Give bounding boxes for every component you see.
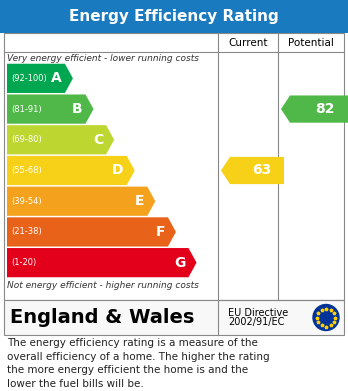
- Text: F: F: [156, 225, 165, 239]
- Text: Very energy efficient - lower running costs: Very energy efficient - lower running co…: [7, 54, 199, 63]
- Polygon shape: [7, 64, 73, 93]
- Text: Potential: Potential: [288, 38, 334, 47]
- Text: 2002/91/EC: 2002/91/EC: [228, 317, 284, 328]
- Text: The energy efficiency rating is a measure of the
overall efficiency of a home. T: The energy efficiency rating is a measur…: [7, 338, 270, 389]
- Polygon shape: [7, 187, 155, 216]
- Text: (92-100): (92-100): [11, 74, 47, 83]
- Text: (81-91): (81-91): [11, 104, 42, 113]
- Text: (39-54): (39-54): [11, 197, 42, 206]
- Text: D: D: [112, 163, 124, 178]
- Polygon shape: [7, 156, 135, 185]
- Text: Energy Efficiency Rating: Energy Efficiency Rating: [69, 9, 279, 24]
- Circle shape: [313, 305, 339, 330]
- Text: A: A: [51, 71, 62, 85]
- Polygon shape: [7, 217, 176, 247]
- Polygon shape: [7, 95, 94, 124]
- Text: EU Directive: EU Directive: [228, 307, 288, 317]
- Polygon shape: [221, 157, 284, 184]
- Text: G: G: [174, 256, 185, 270]
- Text: B: B: [72, 102, 82, 116]
- Polygon shape: [7, 125, 114, 154]
- Text: (55-68): (55-68): [11, 166, 42, 175]
- Bar: [4, 300, 344, 335]
- Text: England & Wales: England & Wales: [10, 308, 195, 327]
- Text: 63: 63: [252, 163, 271, 178]
- Text: C: C: [93, 133, 103, 147]
- Polygon shape: [7, 248, 197, 277]
- Text: 82: 82: [315, 102, 334, 116]
- Text: (69-80): (69-80): [11, 135, 42, 144]
- Bar: [4, 33, 344, 300]
- Text: Not energy efficient - higher running costs: Not energy efficient - higher running co…: [7, 281, 199, 290]
- Polygon shape: [281, 95, 348, 123]
- Text: (21-38): (21-38): [11, 228, 42, 237]
- Text: Current: Current: [228, 38, 268, 47]
- Text: E: E: [135, 194, 144, 208]
- Bar: [0, 0, 348, 33]
- Text: (1-20): (1-20): [11, 258, 36, 267]
